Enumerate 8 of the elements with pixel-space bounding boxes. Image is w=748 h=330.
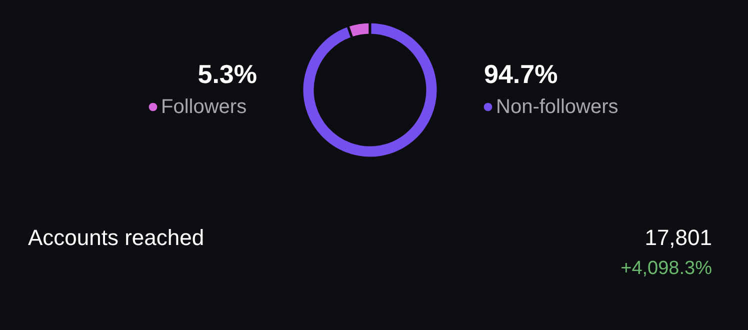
text: +4,098.3% — [620, 258, 712, 279]
legend-label: Followers — [161, 96, 247, 118]
text: Accounts reached — [28, 225, 204, 250]
donut-slice — [300, 20, 440, 160]
data-label: 94.7% — [484, 59, 558, 89]
legend-label: Non-followers — [496, 96, 618, 118]
text: 17,801 — [644, 225, 712, 250]
data-label: 5.3% — [198, 59, 257, 89]
